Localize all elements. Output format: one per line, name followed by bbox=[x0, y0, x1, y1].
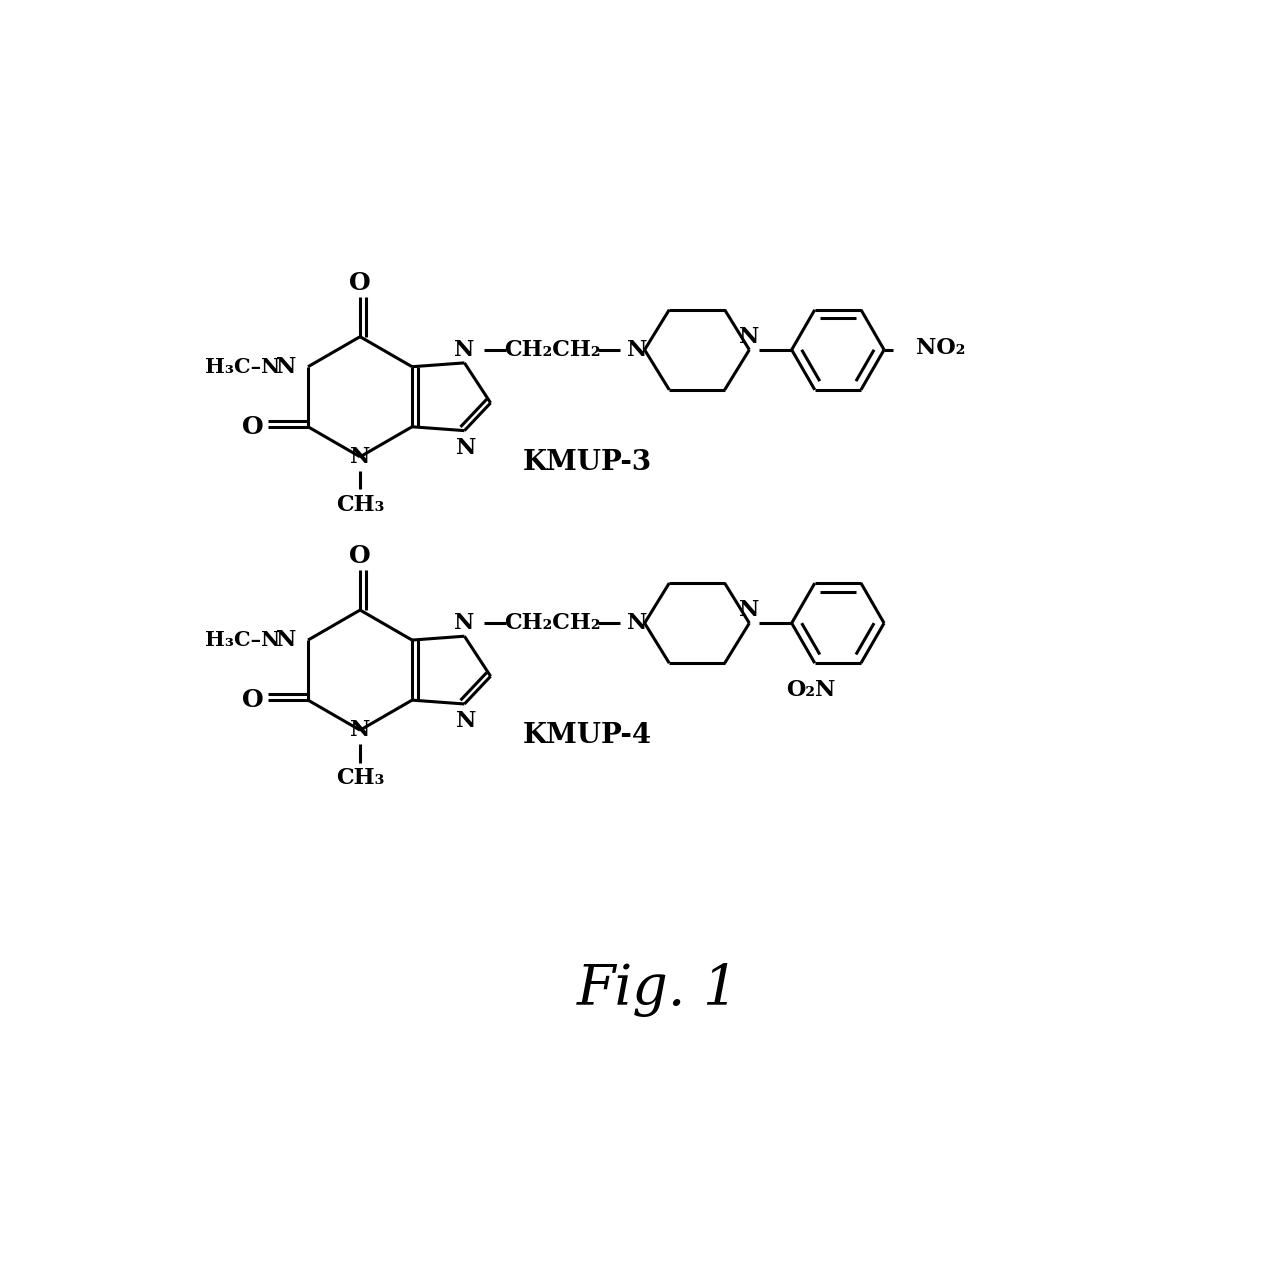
Text: N: N bbox=[456, 709, 476, 732]
Text: O₂N: O₂N bbox=[786, 678, 836, 702]
Text: N: N bbox=[456, 437, 476, 459]
Text: O: O bbox=[349, 544, 371, 568]
Text: CH₃: CH₃ bbox=[336, 493, 384, 515]
Text: N: N bbox=[627, 612, 647, 634]
Text: N: N bbox=[276, 356, 297, 378]
Text: CH₃: CH₃ bbox=[336, 767, 384, 789]
Text: CH₂CH₂: CH₂CH₂ bbox=[503, 339, 601, 361]
Text: H₃C–N: H₃C–N bbox=[205, 357, 280, 377]
Text: CH₂CH₂: CH₂CH₂ bbox=[503, 612, 601, 634]
Text: N: N bbox=[455, 612, 475, 634]
Text: N: N bbox=[740, 599, 760, 621]
Text: N: N bbox=[276, 630, 297, 651]
Text: H₃C–N: H₃C–N bbox=[205, 630, 280, 650]
Text: O: O bbox=[349, 271, 371, 294]
Text: Fig. 1: Fig. 1 bbox=[577, 962, 740, 1016]
Text: N: N bbox=[455, 339, 475, 361]
Text: NO₂: NO₂ bbox=[917, 337, 966, 360]
Text: O: O bbox=[241, 689, 263, 712]
Text: N: N bbox=[627, 339, 647, 361]
Text: N: N bbox=[349, 720, 370, 741]
Text: KMUP-4: KMUP-4 bbox=[523, 722, 652, 749]
Text: N: N bbox=[740, 325, 760, 348]
Text: N: N bbox=[349, 446, 370, 468]
Text: O: O bbox=[241, 415, 263, 438]
Text: KMUP-3: KMUP-3 bbox=[523, 448, 652, 475]
